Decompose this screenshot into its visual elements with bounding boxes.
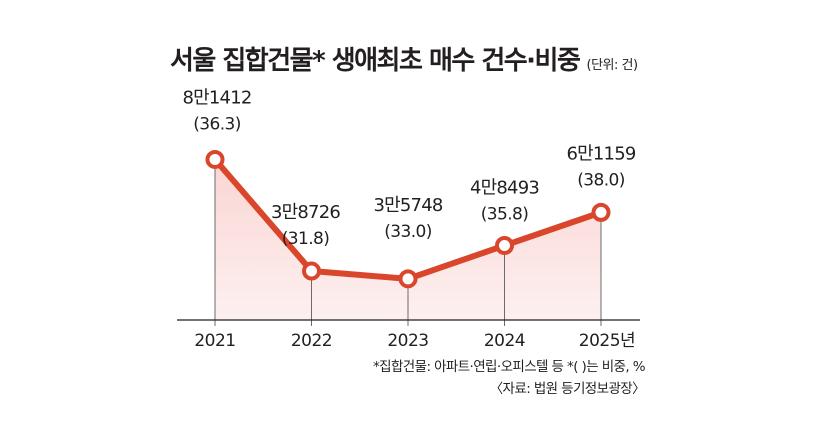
x-tick-label: 2021 [194,331,235,351]
value-label: 6만1159 [566,143,635,164]
x-tick-label: 2023 [387,331,428,351]
x-tick-label: 2025년 [579,331,635,351]
data-point [302,261,321,281]
data-point [398,269,418,289]
data-points [205,149,611,289]
data-point [205,149,225,169]
share-label: (36.3) [193,114,241,134]
chart-title: 서울 집합건물* 생애최초 매수 건수·비중 [170,46,581,76]
footnote: *집합건물: 아파트·연립·오피스텔 등 *( )는 비중, % [373,359,646,375]
x-tick-label: 2024 [484,331,525,351]
share-label: (38.0) [577,170,625,190]
share-label: (31.8) [282,229,330,249]
share-label: (33.0) [384,222,432,242]
value-label: 8만1412 [182,87,251,108]
value-label: 3만8726 [271,202,340,223]
value-label: 3만5748 [373,195,442,216]
x-axis: 2021 2022 2023 2024 2025년 [177,319,640,351]
share-label: (35.8) [481,205,529,225]
chart-title-row: 서울 집합건물* 생애최초 매수 건수·비중 (단위: 건) [170,40,638,77]
x-tick-label: 2022 [291,331,332,351]
value-label: 4만8493 [470,178,539,199]
unit-note: (단위: 건) [586,58,639,73]
source-note: 〈자료: 법원 등기정보광장〉 [489,381,646,397]
data-point [591,202,611,222]
data-labels: 8만1412 (36.3) 3만8726 (31.8) 3만5748 (33.0) 4만84… [182,87,636,249]
data-point [495,236,514,256]
